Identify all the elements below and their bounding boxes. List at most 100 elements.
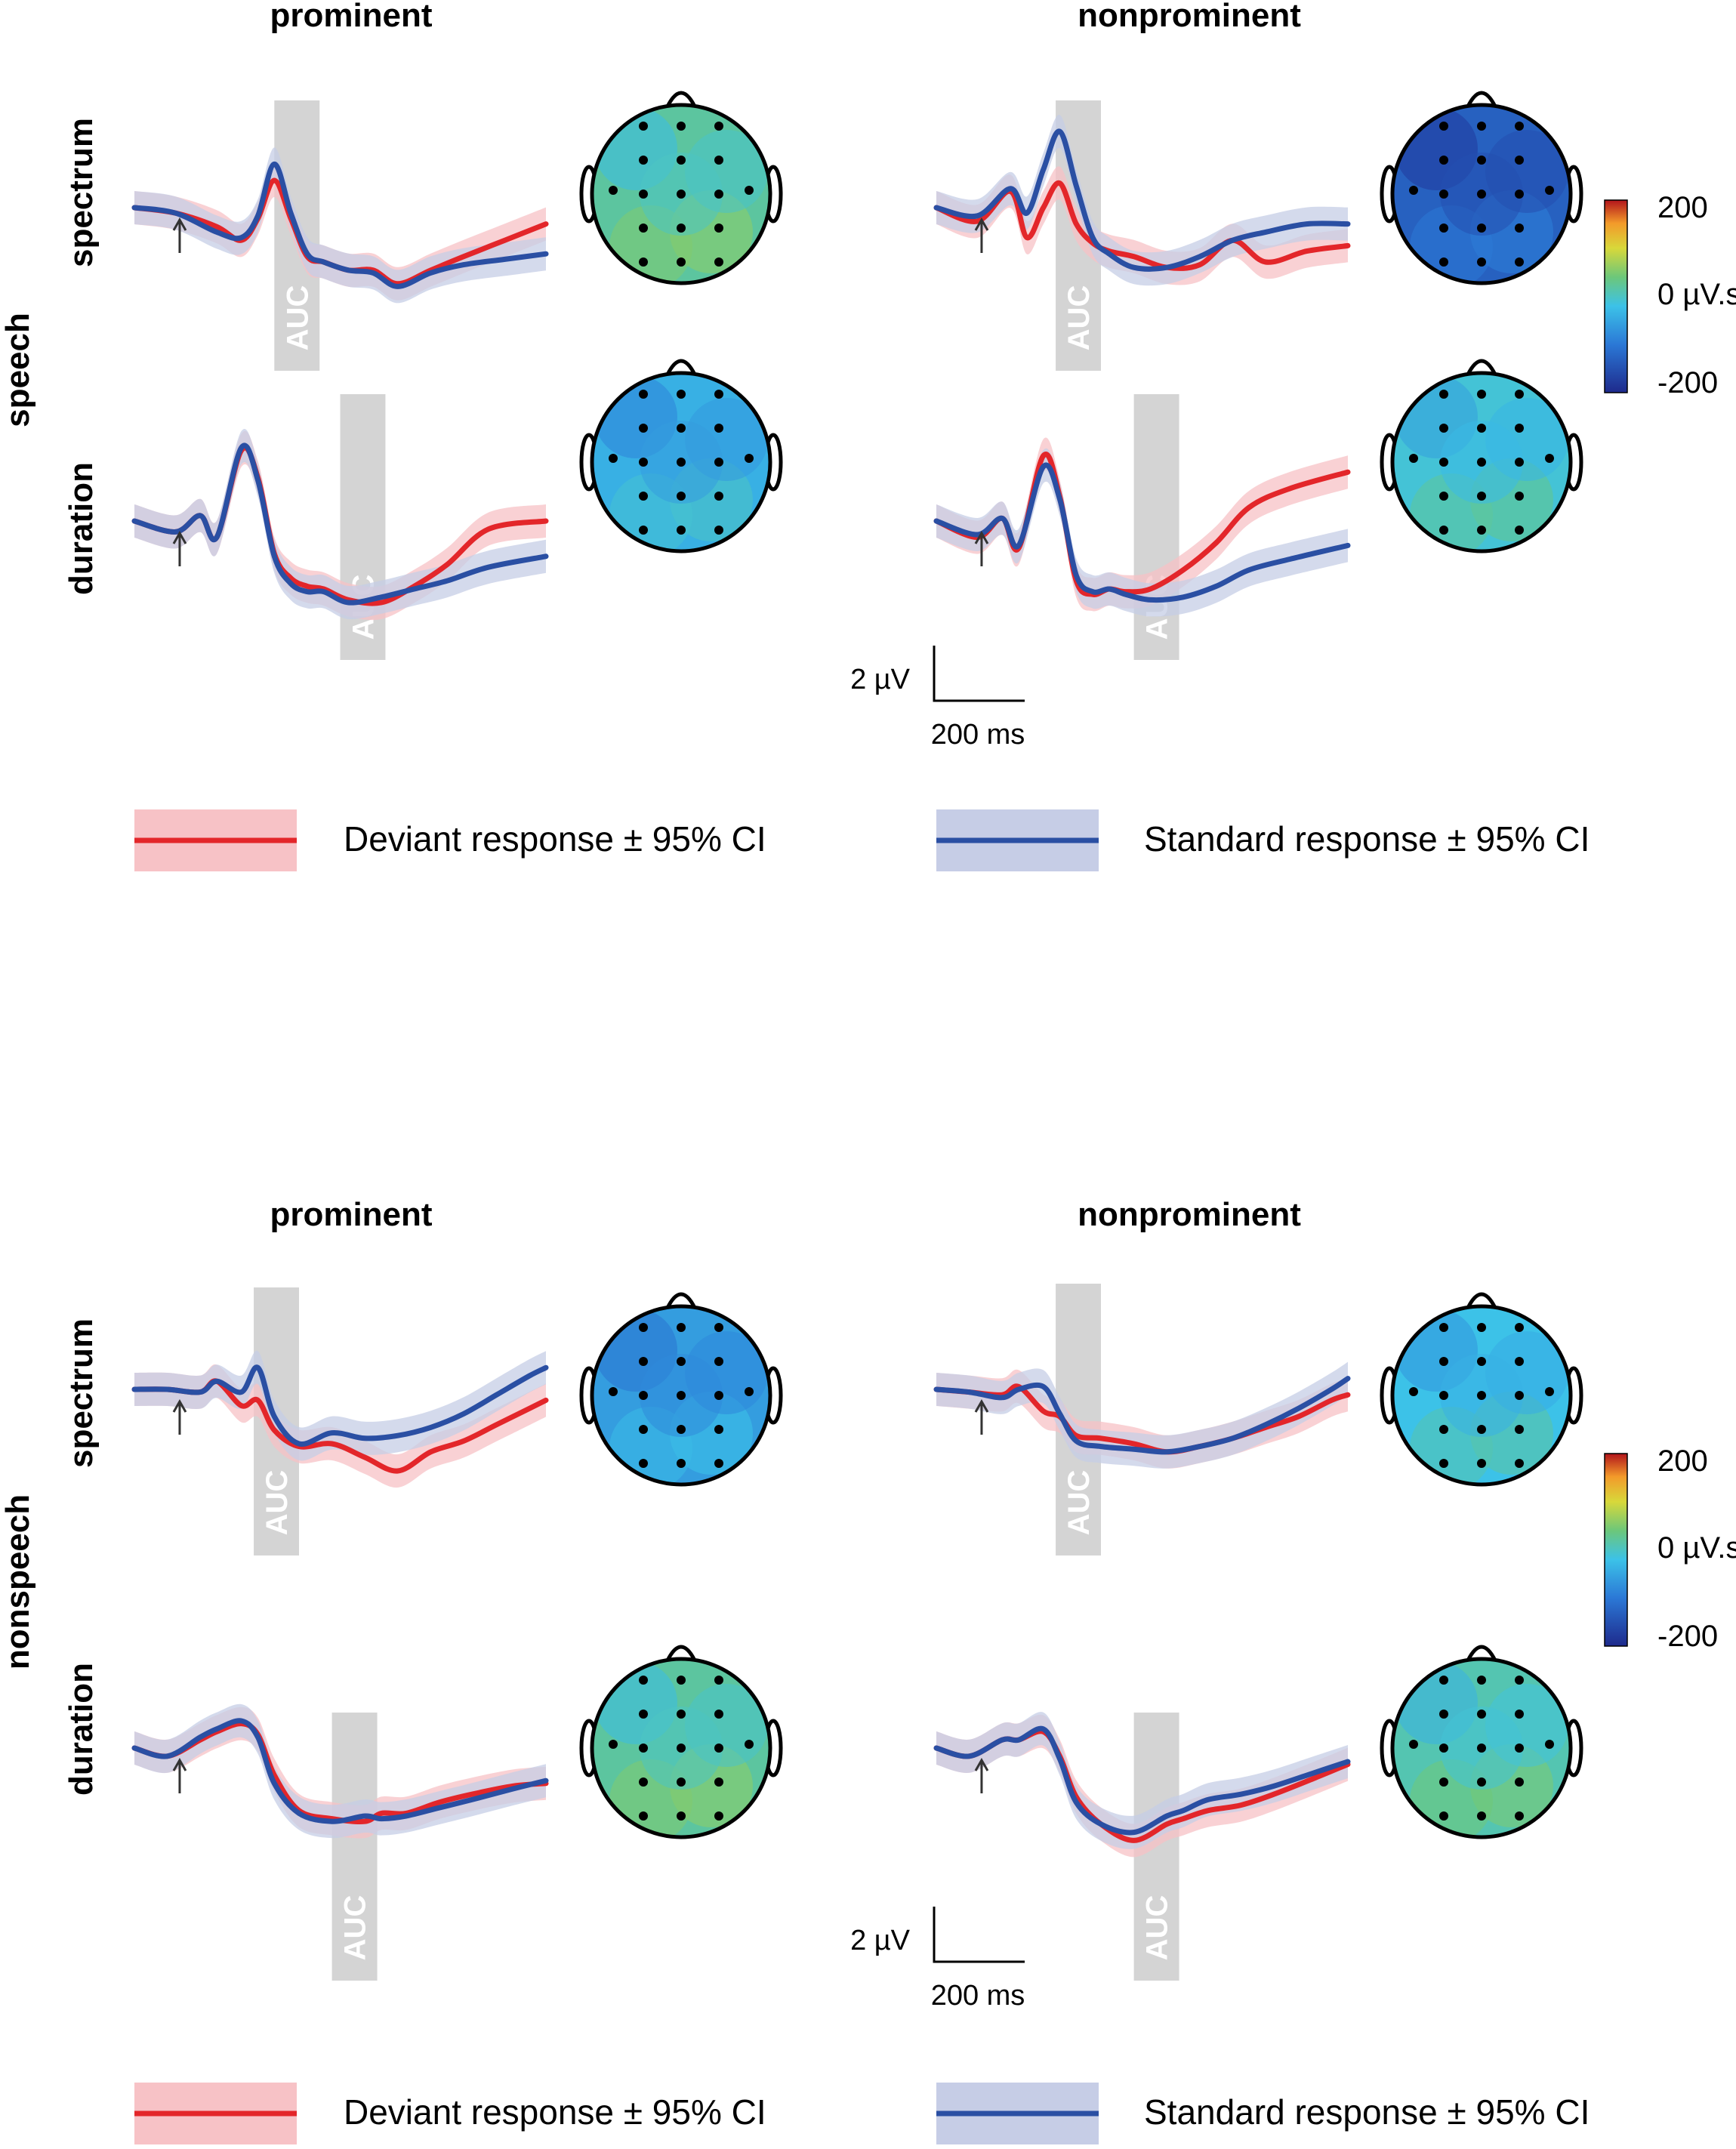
auc-label: AUC <box>1062 285 1096 351</box>
scalebar-time-label: 200 ms <box>931 719 1025 751</box>
electrode <box>1515 1357 1524 1366</box>
series-line-standard <box>131 442 549 606</box>
row-label-spectrum-nonspeech: spectrum <box>63 1318 100 1468</box>
electrode <box>677 1425 686 1434</box>
ci-band-standard <box>134 428 546 620</box>
series-line-standard <box>933 1376 1351 1455</box>
electrode <box>1439 257 1448 267</box>
electrode <box>1439 424 1448 433</box>
ci-band-standard <box>134 147 546 304</box>
colorbar-mid-label: 0 µV.s <box>1657 278 1736 311</box>
electrode <box>1515 156 1524 165</box>
ci-band-standard <box>936 1712 1348 1849</box>
electrode <box>639 390 648 399</box>
head-outline <box>590 103 772 285</box>
electrode <box>714 1391 723 1400</box>
legend-deviant-label: Deviant response ± 95% CI <box>344 2092 766 2132</box>
electrode <box>677 190 686 199</box>
electrode <box>1439 1391 1448 1400</box>
electrode <box>1515 1425 1524 1434</box>
electrode <box>1545 1740 1554 1749</box>
electrode <box>1515 424 1524 433</box>
electrode <box>1439 1459 1448 1468</box>
electrode <box>677 492 686 501</box>
onset-arrow <box>974 530 989 566</box>
ci-band-standard <box>936 1361 1348 1469</box>
panel-speech-prominent-duration: AUC <box>131 359 783 660</box>
electrode <box>714 492 723 501</box>
electrode <box>1409 1387 1418 1396</box>
column-header-nonprominent-nonspeech: nonprominent <box>1078 1196 1301 1233</box>
auc-label: AUC <box>261 1470 294 1536</box>
electrode <box>677 257 686 267</box>
electrode <box>1477 1744 1486 1753</box>
electrode <box>1439 1777 1448 1787</box>
electrode <box>1515 224 1524 233</box>
panel-speech-prominent-spectrum: AUC <box>131 91 783 371</box>
electrode <box>714 1357 723 1366</box>
electrode <box>1477 156 1486 165</box>
group-label-nonspeech: nonspeech <box>0 1494 36 1670</box>
colorbar-min-label: -200 <box>1657 366 1718 399</box>
onset-arrow <box>974 1757 989 1793</box>
electrode <box>639 1710 648 1719</box>
electrode <box>745 186 754 195</box>
row-label-spectrum-speech: spectrum <box>63 118 100 267</box>
electrode <box>1439 1357 1448 1366</box>
head-outline <box>590 1304 772 1487</box>
electrode <box>1477 458 1486 467</box>
panel-nonspeech-nonprominent-spectrum: AUC <box>933 1284 1583 1555</box>
electrode <box>1409 454 1418 463</box>
electrode <box>1477 1811 1486 1821</box>
onset-arrow <box>172 217 187 253</box>
panel-nonspeech-nonprominent-duration: AUC <box>933 1645 1583 1981</box>
electrode <box>1545 454 1554 463</box>
electrode <box>639 156 648 165</box>
electrode <box>714 1425 723 1434</box>
electrode <box>714 1459 723 1468</box>
head-nose <box>665 1292 697 1309</box>
electrode <box>714 190 723 199</box>
electrode <box>677 1676 686 1685</box>
electrode <box>1477 1710 1486 1719</box>
auc-label: AUC <box>1141 1895 1174 1961</box>
electrode <box>677 424 686 433</box>
colorbar-max-label: 200 <box>1657 191 1708 224</box>
electrode <box>1439 492 1448 501</box>
electrode <box>639 1777 648 1787</box>
electrode <box>677 1323 686 1332</box>
electrode <box>714 122 723 131</box>
scalp-topography <box>1380 1292 1583 1487</box>
electrode <box>1477 1459 1486 1468</box>
electrode <box>714 458 723 467</box>
auc-window <box>331 1713 378 1981</box>
electrode <box>1439 1811 1448 1821</box>
electrode <box>714 257 723 267</box>
electrode <box>609 1740 618 1749</box>
scalp-topography <box>1380 359 1583 553</box>
electrode <box>714 1811 723 1821</box>
topo-field <box>594 1661 768 1837</box>
electrode <box>1515 390 1524 399</box>
electrode <box>1439 1323 1448 1332</box>
colorbar-max-label: 200 <box>1657 1444 1708 1478</box>
electrode <box>639 122 648 131</box>
electrode <box>1409 186 1418 195</box>
onset-arrow <box>974 1398 989 1435</box>
series-line-standard <box>933 462 1351 603</box>
electrode <box>1477 190 1486 199</box>
electrode <box>639 1425 648 1434</box>
ci-band-deviant <box>936 166 1348 285</box>
electrode <box>1477 122 1486 131</box>
electrode <box>677 1391 686 1400</box>
scalebar-nonspeech: 2 µV 200 ms <box>850 1907 1025 2012</box>
series-line-standard <box>131 161 549 289</box>
ci-band-standard <box>936 448 1348 617</box>
group-label-speech: speech <box>0 313 36 427</box>
electrode <box>745 1387 754 1396</box>
electrode <box>1545 186 1554 195</box>
legend-nonspeech: Deviant response ± 95% CI Standard respo… <box>134 2083 1590 2144</box>
onset-arrow <box>974 217 989 253</box>
head-nose <box>665 91 697 108</box>
